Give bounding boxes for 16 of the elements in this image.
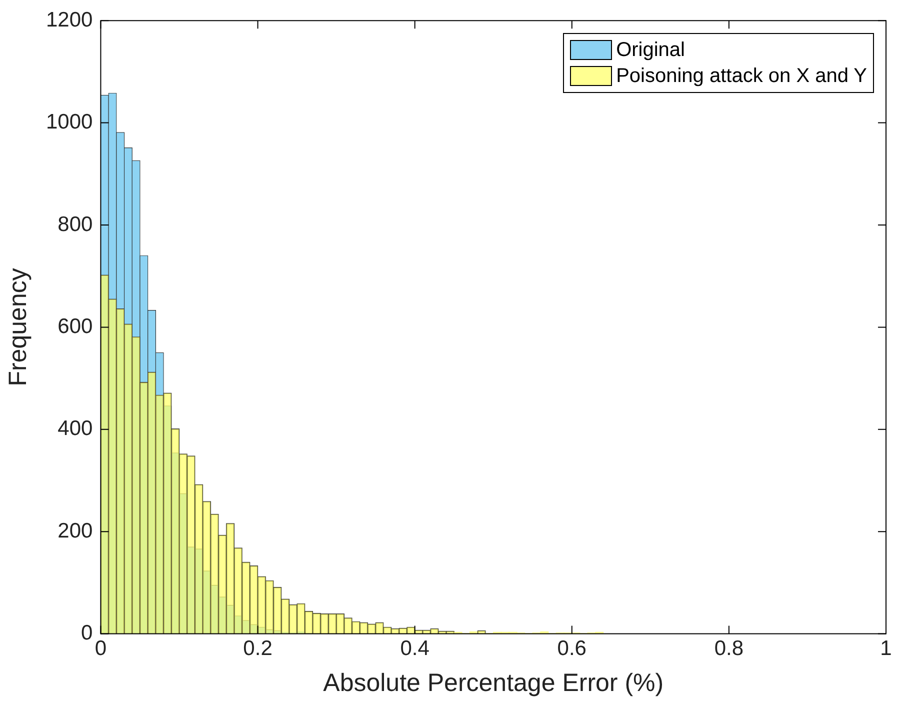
y-tick-label: 600 (58, 314, 93, 338)
y-tick-label: 200 (58, 519, 93, 542)
x-tick-label: 0.4 (400, 637, 430, 660)
x-tick-label: 0.8 (714, 637, 744, 660)
y-tick-label: 800 (58, 212, 93, 236)
legend-label: Original (616, 38, 685, 63)
legend-label: Poisoning attack on X and Y (616, 64, 867, 89)
x-tick-label: 0.2 (243, 637, 272, 660)
x-tick-label: 0.6 (557, 637, 586, 660)
y-tick-label: 0 (81, 622, 93, 645)
y-tick-label: 1200 (46, 8, 93, 32)
y-tick-label: 400 (58, 417, 93, 440)
y-axis-title: Frequency (4, 268, 32, 386)
y-tick-label: 1000 (46, 110, 93, 134)
x-tick-label: 1 (880, 637, 892, 660)
x-axis-title: Absolute Percentage Error (%) (323, 668, 664, 697)
